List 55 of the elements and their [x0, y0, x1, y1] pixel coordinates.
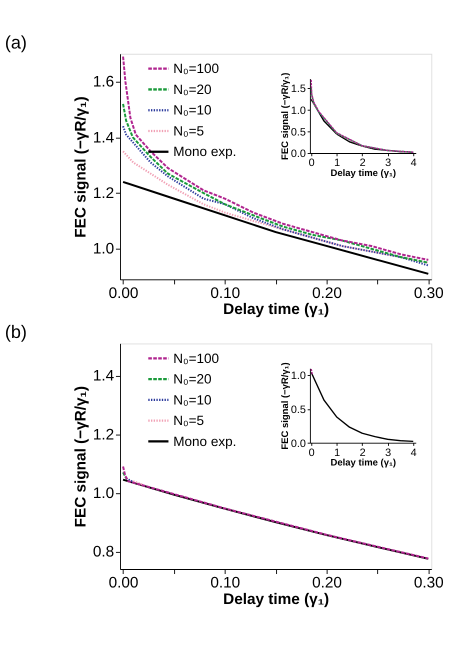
x-tick-label: 3 [385, 157, 392, 170]
y-tick-label: 0.5 [290, 126, 306, 138]
x-tick-label: 0 [308, 446, 315, 459]
x-tick-label: 0.00 [108, 284, 138, 302]
y-tick-label: 1.2 [92, 426, 114, 444]
y-tick-label: 1.5 [290, 83, 306, 96]
x-axis-title: Delay time (γ₁) [223, 590, 330, 608]
y-tick-label: 0.0 [290, 438, 306, 450]
x-tick-label: 0.20 [312, 284, 342, 302]
legend-label: Mono exp. [173, 434, 236, 449]
y-tick-label: 1.4 [92, 129, 115, 146]
legend-label: N₀=10 [173, 392, 212, 408]
y-tick-label: 1.4 [92, 368, 115, 385]
y-tick-label: 1.0 [290, 104, 306, 117]
x-axis-title: Delay time (γ₁) [330, 168, 396, 180]
x-tick-label: 0.30 [414, 574, 444, 592]
x-tick-label: 1 [334, 446, 340, 459]
y-tick-label: 1.0 [290, 370, 306, 382]
x-tick-label: 4 [410, 446, 417, 459]
chart-title: (b) [4, 322, 27, 342]
y-axis-title: FEC signal (−γR/γ₁) [72, 386, 90, 528]
x-tick-label: 0.00 [108, 574, 138, 592]
x-tick-label: 0.30 [414, 284, 444, 302]
legend-label: Mono exp. [173, 144, 236, 160]
y-tick-label: 1.6 [92, 74, 114, 91]
line-series [122, 180, 430, 275]
x-tick-label: 2 [360, 446, 366, 459]
legend-label: N₀=20 [173, 372, 212, 387]
chart-title: (a) [4, 32, 27, 52]
legend-label: N₀=20 [173, 82, 212, 97]
x-axis-title: Delay time (γ₁) [223, 301, 330, 318]
y-axis-title: FEC signal (−γR/γ₁) [280, 362, 292, 450]
x-tick-label: 4 [410, 157, 417, 170]
legend-label: N₀=100 [173, 350, 220, 366]
y-tick-label: 1.0 [92, 240, 114, 258]
legend-label: N₀=5 [173, 413, 204, 428]
x-tick-label: 0.20 [312, 574, 342, 592]
legend-label: N₀=100 [173, 61, 220, 76]
x-tick-label: 0.10 [210, 284, 240, 302]
x-tick-label: 1 [334, 157, 340, 170]
x-tick-label: 0.10 [210, 574, 240, 592]
x-tick-label: 3 [385, 446, 392, 459]
y-tick-label: 0.5 [290, 404, 306, 416]
legend-label: N₀=10 [173, 102, 212, 118]
y-axis-title: FEC signal (−γR/γ₁) [280, 72, 292, 160]
legend-label: N₀=5 [173, 123, 204, 138]
y-axis-title: FEC signal (−γR/γ₁) [72, 96, 90, 238]
y-tick-label: 1.0 [92, 484, 114, 502]
line-series [122, 56, 430, 261]
y-tick-label: 1.2 [92, 185, 114, 202]
x-tick-label: 0 [308, 157, 315, 170]
y-tick-label: 0.8 [92, 543, 114, 560]
x-axis-title: Delay time (γ₁) [330, 458, 396, 469]
x-tick-label: 2 [360, 157, 366, 170]
y-tick-label: 0.0 [290, 148, 306, 160]
